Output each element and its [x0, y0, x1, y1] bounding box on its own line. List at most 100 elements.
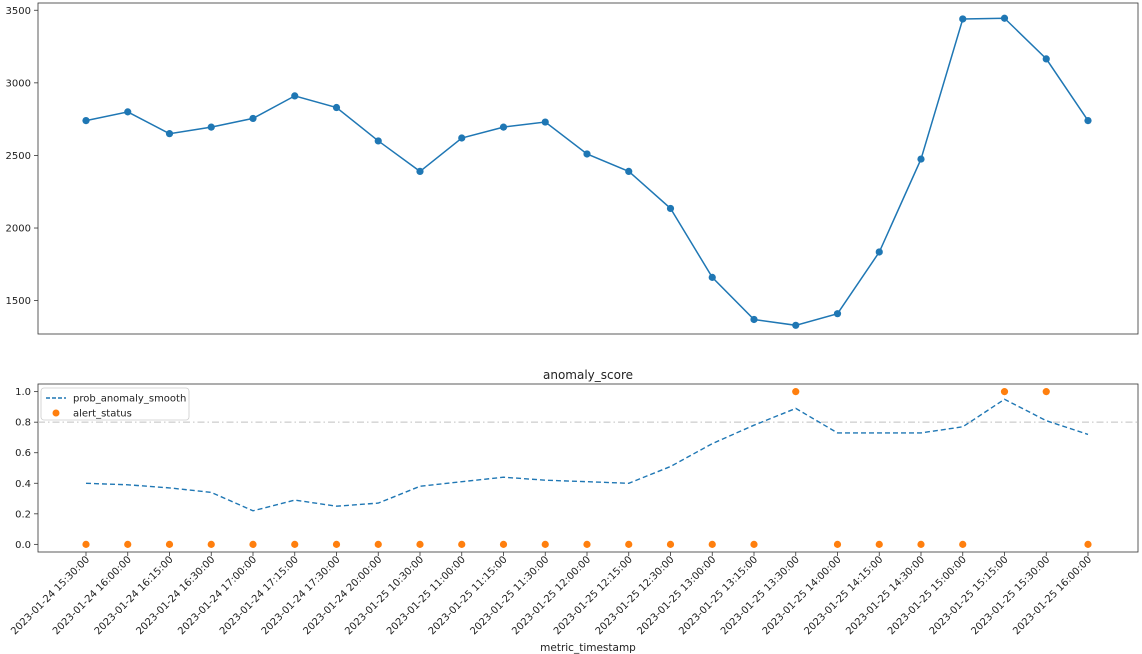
top-data-point: [917, 155, 925, 163]
alert-status-point: [82, 540, 90, 548]
xtick-label: 2023-01-24 15:30:00: [9, 554, 92, 637]
top-data-point: [1042, 55, 1050, 63]
legend-label-prob-anomaly-smooth: prob_anomaly_smooth: [73, 394, 186, 405]
alert-status-point: [124, 540, 132, 548]
bottom-ytick-label: 0.2: [15, 509, 31, 520]
xtick-label: 2023-01-24 16:15:00: [93, 554, 176, 637]
top-data-point: [332, 103, 341, 112]
alert-status-point: [583, 540, 591, 548]
top-data-point: [458, 134, 466, 142]
top-data-point: [708, 273, 716, 281]
top-data-point: [625, 167, 633, 176]
alert-status-point: [416, 540, 424, 548]
bottom-plot-frame: [37, 383, 1139, 553]
bottom-ytick-label: 1.0: [15, 387, 31, 398]
top-plot-frame: [37, 2, 1139, 335]
top-data-point: [207, 123, 215, 131]
xtick-label: 2023-01-25 14:30:00: [844, 554, 927, 637]
top-ytick-label: 2500: [6, 151, 31, 162]
xtick-label: 2023-01-25 15:15:00: [928, 554, 1011, 637]
xtick-label: 2023-01-24 17:30:00: [260, 554, 343, 637]
top-data-point: [541, 118, 549, 126]
legend-box: [40, 387, 190, 421]
alert-status-point: [207, 540, 215, 548]
top-ytick-label: 1500: [6, 296, 31, 307]
alert-status-point: [291, 540, 299, 548]
xtick-label: 2023-01-25 13:15:00: [677, 554, 760, 637]
xtick-label: 2023-01-25 13:30:00: [719, 554, 802, 637]
alert-status-point: [332, 540, 341, 548]
top-series-layer: [82, 14, 1092, 329]
xtick-label: 2023-01-25 12:30:00: [594, 554, 677, 637]
top-data-point: [833, 310, 842, 318]
top-data-point: [124, 108, 132, 116]
xtick-label: 2023-01-25 10:30:00: [343, 554, 426, 637]
alert-status-point: [541, 540, 549, 548]
top-data-point: [1000, 14, 1009, 22]
bottom-series-layer: [82, 388, 1092, 548]
xtick-label: 2023-01-25 15:00:00: [886, 554, 969, 637]
alert-status-point: [666, 540, 675, 548]
alert-status-point: [708, 540, 716, 548]
top-data-point: [374, 137, 382, 145]
xtick-label: 2023-01-24 17:15:00: [218, 554, 301, 637]
top-data-point: [416, 167, 424, 176]
xtick-label: 2023-01-25 14:15:00: [802, 554, 885, 637]
xtick-label: 2023-01-24 16:00:00: [51, 554, 134, 637]
top-ytick-label: 2000: [6, 224, 31, 235]
top-data-point: [165, 130, 174, 138]
top-data-point: [249, 114, 257, 123]
xtick-label: 2023-01-24 17:00:00: [176, 554, 259, 637]
bottom-ytick-label: 0.4: [15, 479, 31, 490]
top-data-point: [959, 15, 967, 23]
xtick-label: 2023-01-25 15:30:00: [969, 554, 1052, 637]
top-data-point: [1084, 116, 1092, 125]
xtick-label: 2023-01-25 14:00:00: [761, 554, 844, 637]
alert-status-point: [165, 540, 174, 548]
bottom-chart-title: anomaly_score: [543, 368, 633, 382]
alert-status-point: [458, 540, 466, 548]
bottom-ytick-label: 0.8: [15, 418, 31, 429]
alert-status-point: [625, 540, 633, 548]
alert-status-point: [1000, 388, 1009, 396]
x-axis-label: metric_timestamp: [540, 642, 636, 654]
xtick-label: 2023-01-25 16:00:00: [1011, 554, 1094, 637]
xtick-label: 2023-01-25 11:00:00: [385, 554, 468, 637]
alert-status-point: [1084, 540, 1092, 548]
top-data-point: [792, 321, 800, 329]
alert-status-point: [833, 540, 842, 548]
top-data-point: [82, 116, 90, 125]
xtick-label: 2023-01-25 13:00:00: [635, 554, 718, 637]
alert-status-point: [750, 540, 758, 548]
alert-status-point: [917, 540, 925, 548]
top-data-point: [291, 92, 299, 100]
legend: prob_anomaly_smooth alert_status: [40, 387, 190, 421]
xtick-label: 2023-01-25 11:15:00: [427, 554, 510, 637]
xtick-label: 2023-01-25 12:15:00: [552, 554, 635, 637]
top-data-point: [666, 204, 675, 213]
alert-status-point: [875, 540, 883, 548]
top-series-line: [85, 17, 1089, 327]
bottom-ytick-label: 0.6: [15, 448, 31, 459]
alert-status-point: [1042, 388, 1050, 396]
xtick-label: 2023-01-25 11:30:00: [468, 554, 551, 637]
top-data-point: [875, 248, 883, 256]
legend-dot-swatch: [52, 409, 60, 417]
top-data-point: [583, 150, 591, 158]
alert-status-point: [374, 540, 382, 548]
top-ytick-label: 3500: [6, 6, 31, 17]
prob-anomaly-smooth-line: [85, 398, 1089, 512]
legend-label-alert-status: alert_status: [73, 409, 132, 420]
alert-status-point: [499, 540, 508, 548]
top-data-point: [499, 123, 508, 131]
xtick-label: 2023-01-24 16:30:00: [134, 554, 217, 637]
bottom-y-axis: 0.0 0.2 0.4 0.6 0.8 1.0: [15, 387, 38, 551]
alert-status-point: [792, 388, 800, 396]
top-ytick-label: 3000: [6, 78, 31, 89]
xtick-label: 2023-01-25 12:00:00: [510, 554, 593, 637]
alert-status-point: [249, 540, 257, 548]
bottom-ytick-label: 0.0: [15, 540, 31, 551]
top-data-point: [750, 315, 758, 324]
